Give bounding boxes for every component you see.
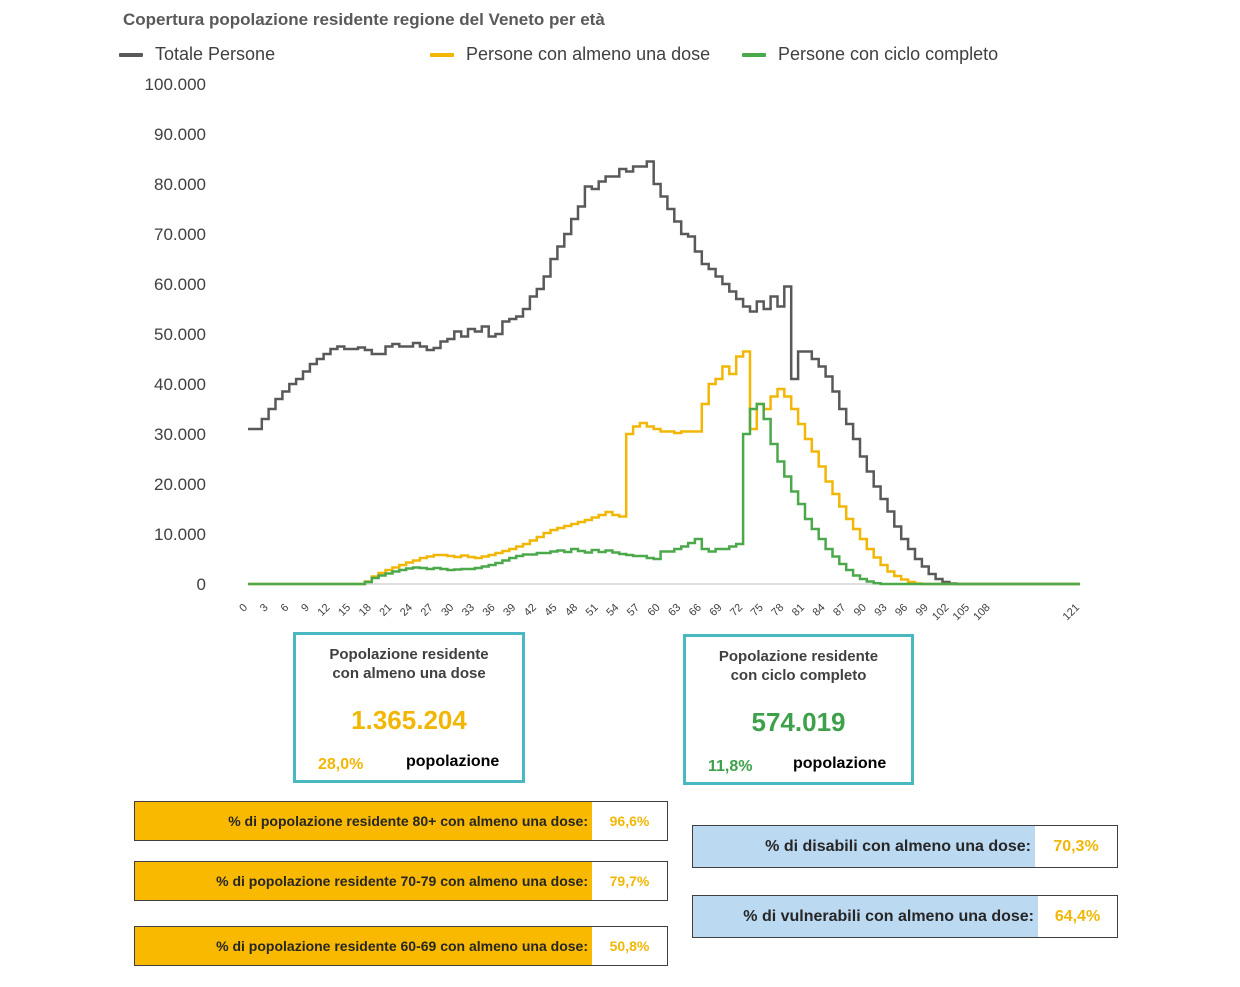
card-dose-title: Popolazione residente con almeno una dos… (296, 645, 522, 683)
x-tick-label: 121 (1061, 602, 1082, 623)
x-tick-label: 36 (481, 602, 498, 619)
legend-item-ciclo: Persone con ciclo completo (742, 44, 998, 65)
x-tick-label: 15 (336, 602, 353, 619)
stat-label-vulnerabili: % di vulnerabili con almeno una dose: (693, 896, 1038, 937)
x-tick-label: 39 (501, 602, 518, 619)
legend-swatch-totale (119, 52, 143, 57)
y-tick-label: 10.000 (154, 525, 206, 544)
y-tick-label: 80.000 (154, 175, 206, 194)
x-tick-label: 72 (728, 602, 745, 619)
x-tick-label: 54 (604, 602, 621, 619)
x-tick-label: 81 (790, 602, 807, 619)
stat-value-80plus: 96,6% (592, 802, 667, 840)
stat-label-disabili: % di disabili con almeno una dose: (693, 826, 1035, 867)
stat-value-vulnerabili: 64,4% (1038, 896, 1117, 937)
x-tick-label: 0 (237, 602, 250, 615)
x-tick-label: 18 (357, 602, 374, 619)
y-tick-label: 40.000 (154, 375, 206, 394)
stat-label-80plus: % di popolazione residente 80+ con almen… (135, 802, 592, 840)
x-tick-label: 48 (563, 602, 580, 619)
card-ciclo-value: 574.019 (751, 707, 846, 737)
x-tick-label: 27 (419, 602, 436, 619)
stat-row-80plus: % di popolazione residente 80+ con almen… (134, 801, 668, 841)
x-tick-label: 105 (951, 602, 972, 623)
x-tick-label: 42 (522, 602, 539, 619)
series-line-dose (248, 350, 1080, 586)
series-line-ciclo (248, 402, 1080, 586)
y-tick-label: 70.000 (154, 225, 206, 244)
x-tick-label: 51 (584, 602, 601, 619)
x-tick-label: 3 (258, 602, 271, 615)
y-tick-label: 60.000 (154, 275, 206, 294)
x-tick-label: 24 (398, 602, 415, 619)
x-tick-label: 90 (852, 602, 869, 619)
x-tick-label: 87 (831, 602, 848, 619)
card-ciclo-completo: Popolazione residente con ciclo completo… (683, 634, 914, 785)
x-tick-label: 6 (279, 602, 292, 615)
stat-value-60-69: 50,8% (592, 927, 667, 965)
legend-label-dose: Persone con almeno una dose (466, 44, 711, 64)
stat-row-60-69: % di popolazione residente 60-69 con alm… (134, 926, 668, 966)
x-tick-label: 108 (971, 602, 992, 623)
card-almeno-una-dose: Popolazione residente con almeno una dos… (293, 632, 525, 783)
card-ciclo-title-line2: con ciclo completo (730, 667, 867, 684)
x-tick-label: 84 (811, 602, 828, 619)
y-tick-label: 90.000 (154, 125, 206, 144)
x-tick-label: 78 (769, 602, 786, 619)
x-tick-label: 30 (439, 602, 456, 619)
card-dose-pop-label: popolazione (406, 753, 500, 770)
coverage-chart: 0 10.000 20.000 30.000 40.000 50.000 60.000 70.… (145, 75, 1083, 623)
x-tick-label: 75 (749, 602, 766, 619)
x-tick-label: 102 (930, 602, 951, 623)
card-dose-title-line2: con almeno una dose (332, 665, 486, 682)
card-dose-pct: 28,0% (318, 756, 364, 773)
x-tick-label: 99 (914, 602, 931, 619)
y-axis: 0 10.000 20.000 30.000 40.000 50.000 60.000 70.… (145, 75, 206, 594)
stat-label-70-79: % di popolazione residente 70-79 con alm… (135, 862, 592, 900)
x-tick-label: 69 (707, 602, 724, 619)
x-tick-label: 9 (299, 602, 312, 615)
card-ciclo-pop-label: popolazione (793, 755, 887, 772)
card-dose-value: 1.365.204 (351, 705, 467, 735)
series-line-totale (248, 160, 1080, 586)
legend-label-ciclo: Persone con ciclo completo (778, 44, 999, 64)
y-tick-label: 0 (197, 575, 206, 594)
x-tick-label: 33 (460, 602, 477, 619)
stat-row-disabili: % di disabili con almeno una dose: 70,3% (692, 825, 1118, 868)
legend-item-totale: Totale Persone (119, 44, 275, 65)
y-tick-label: 30.000 (154, 425, 206, 444)
x-tick-label: 21 (377, 602, 394, 619)
x-tick-label: 57 (625, 602, 642, 619)
card-ciclo-title-line1: Popolazione residente (718, 648, 879, 665)
stat-value-70-79: 79,7% (592, 862, 667, 900)
y-tick-label: 50.000 (154, 325, 206, 344)
x-axis: 0 3 6 9 12 15 18 21 24 27 30 33 36 39 42 45 48 51 54 57 60 63… (237, 583, 1082, 623)
stat-label-60-69: % di popolazione residente 60-69 con alm… (135, 927, 592, 965)
x-tick-label: 63 (666, 602, 683, 619)
legend-swatch-ciclo (742, 52, 766, 57)
y-tick-label: 20.000 (154, 475, 206, 494)
stat-row-vulnerabili: % di vulnerabili con almeno una dose: 64… (692, 895, 1118, 938)
legend-item-dose: Persone con almeno una dose (430, 44, 710, 65)
card-dose-title-line1: Popolazione residente (329, 646, 489, 663)
legend-swatch-dose (430, 52, 454, 57)
chart-title: Copertura popolazione residente regione … (123, 10, 605, 29)
card-ciclo-pct: 11,8% (708, 758, 753, 775)
x-tick-label: 66 (687, 602, 704, 619)
series-layer (248, 160, 1080, 586)
x-tick-label: 60 (646, 602, 663, 619)
y-tick-label: 100.000 (145, 75, 206, 94)
x-tick-label: 45 (542, 602, 559, 619)
x-tick-label: 93 (872, 602, 889, 619)
legend-label-totale: Totale Persone (155, 44, 276, 64)
stat-row-70-79: % di popolazione residente 70-79 con alm… (134, 861, 668, 901)
x-tick-label: 12 (315, 602, 332, 619)
x-tick-label: 96 (893, 602, 910, 619)
card-ciclo-title: Popolazione residente con ciclo completo (686, 647, 911, 685)
stat-value-disabili: 70,3% (1035, 826, 1117, 867)
